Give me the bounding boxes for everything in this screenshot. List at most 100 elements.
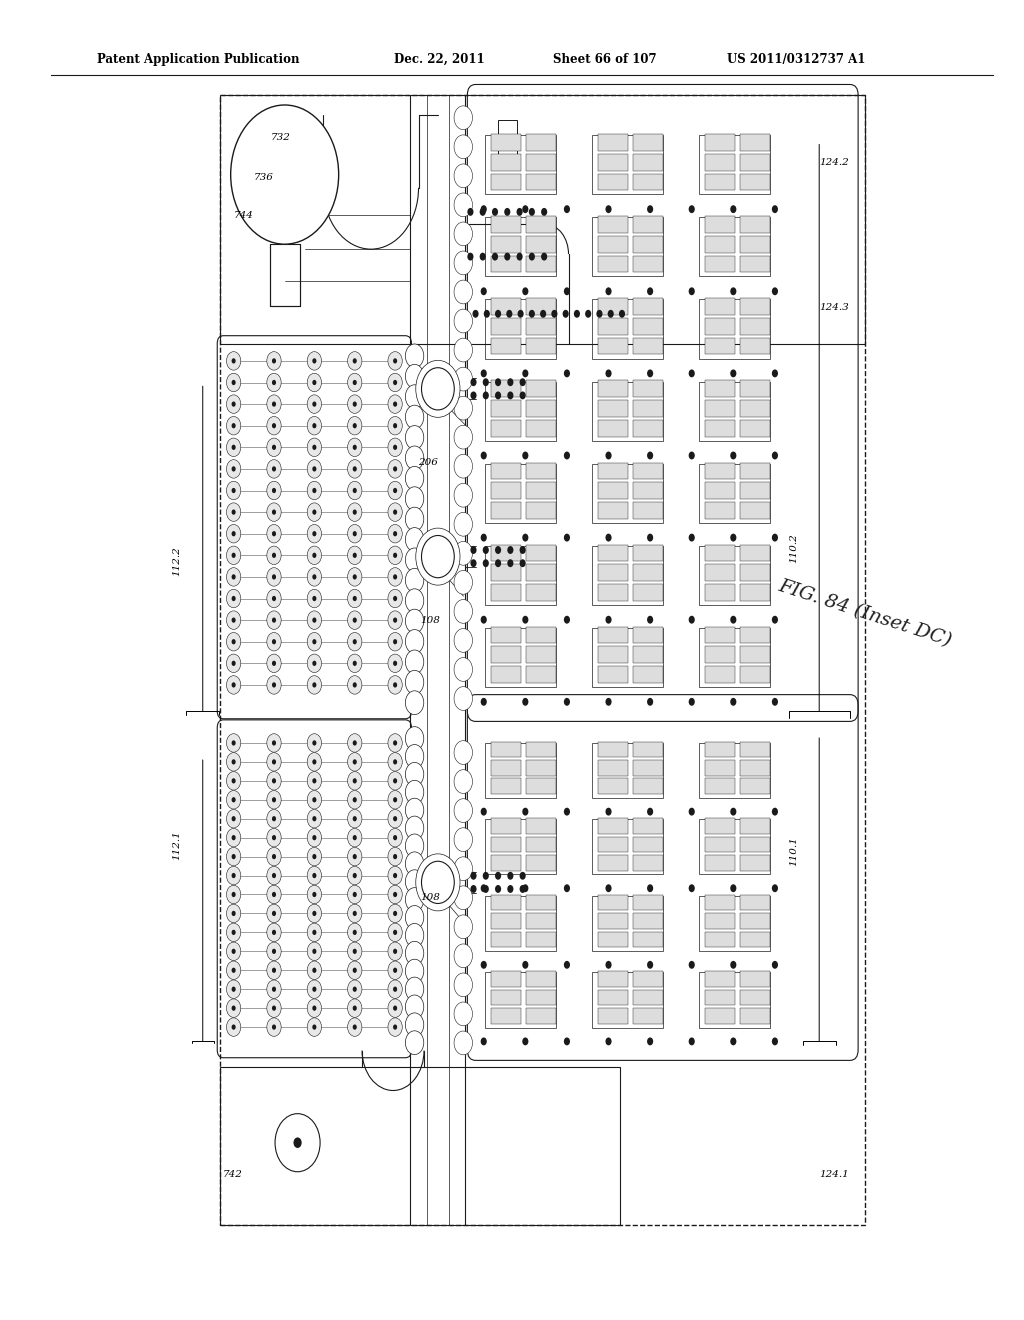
Bar [485,135,556,194]
Circle shape [422,368,455,411]
Circle shape [347,676,361,694]
Circle shape [454,164,472,187]
Circle shape [772,288,778,296]
Circle shape [226,459,241,478]
Circle shape [406,941,424,965]
Circle shape [272,949,276,954]
Circle shape [564,1038,570,1045]
Circle shape [267,351,282,370]
Circle shape [522,698,528,706]
Circle shape [519,379,525,387]
Circle shape [312,531,316,536]
Circle shape [267,417,282,436]
Bar [526,627,556,643]
Bar [490,318,521,335]
Bar [490,380,521,397]
Circle shape [522,205,528,213]
Circle shape [231,466,236,471]
Circle shape [312,358,316,363]
Circle shape [347,829,361,847]
Circle shape [454,770,472,793]
Bar [705,627,735,643]
Bar [705,216,735,232]
Circle shape [226,655,241,673]
Circle shape [388,809,402,828]
Bar [592,135,663,194]
Circle shape [312,488,316,494]
Circle shape [352,929,356,935]
Circle shape [231,618,236,623]
Circle shape [647,615,653,623]
Circle shape [393,892,397,898]
Circle shape [347,791,361,809]
Circle shape [272,816,276,821]
Bar [526,895,556,911]
Text: 108: 108 [420,894,439,903]
Bar [740,895,770,911]
Circle shape [312,1006,316,1011]
Bar [740,420,770,437]
Circle shape [231,1024,236,1030]
Circle shape [772,808,778,816]
Circle shape [472,310,478,318]
Circle shape [480,1038,486,1045]
Circle shape [480,533,486,541]
Circle shape [393,911,397,916]
Bar [633,135,664,150]
Circle shape [388,886,402,904]
Bar [633,318,664,335]
Circle shape [312,759,316,764]
Bar [705,779,735,795]
Circle shape [647,205,653,213]
Circle shape [605,205,611,213]
Bar [490,502,521,519]
Bar [740,502,770,519]
Circle shape [352,759,356,764]
Circle shape [406,780,424,804]
Circle shape [352,574,356,579]
Circle shape [347,568,361,586]
Circle shape [454,799,472,822]
Circle shape [730,533,736,541]
Circle shape [272,661,276,667]
Circle shape [454,193,472,216]
Circle shape [312,911,316,916]
Circle shape [388,923,402,941]
Circle shape [352,401,356,407]
Bar [598,154,628,170]
Bar [740,990,770,1006]
Circle shape [454,309,472,333]
Circle shape [352,968,356,973]
Circle shape [347,772,361,791]
Bar [633,818,664,834]
Circle shape [562,310,568,318]
Circle shape [406,887,424,911]
Circle shape [231,488,236,494]
Circle shape [231,911,236,916]
Circle shape [393,759,397,764]
Bar [699,545,770,605]
Circle shape [605,1038,611,1045]
Circle shape [480,451,486,459]
Circle shape [312,986,316,991]
Bar [705,1008,735,1024]
Bar [269,244,300,306]
Circle shape [307,734,322,752]
Bar [490,990,521,1006]
Bar [526,742,556,758]
Bar [633,173,664,190]
Bar [740,1008,770,1024]
Circle shape [231,986,236,991]
Circle shape [528,252,535,260]
Circle shape [522,615,528,623]
Bar [485,628,556,686]
Circle shape [647,884,653,892]
Circle shape [393,661,397,667]
Circle shape [272,553,276,558]
Bar [633,1008,664,1024]
Bar [526,173,556,190]
Circle shape [507,379,513,387]
Bar [526,400,556,417]
Circle shape [605,451,611,459]
Circle shape [454,367,472,391]
